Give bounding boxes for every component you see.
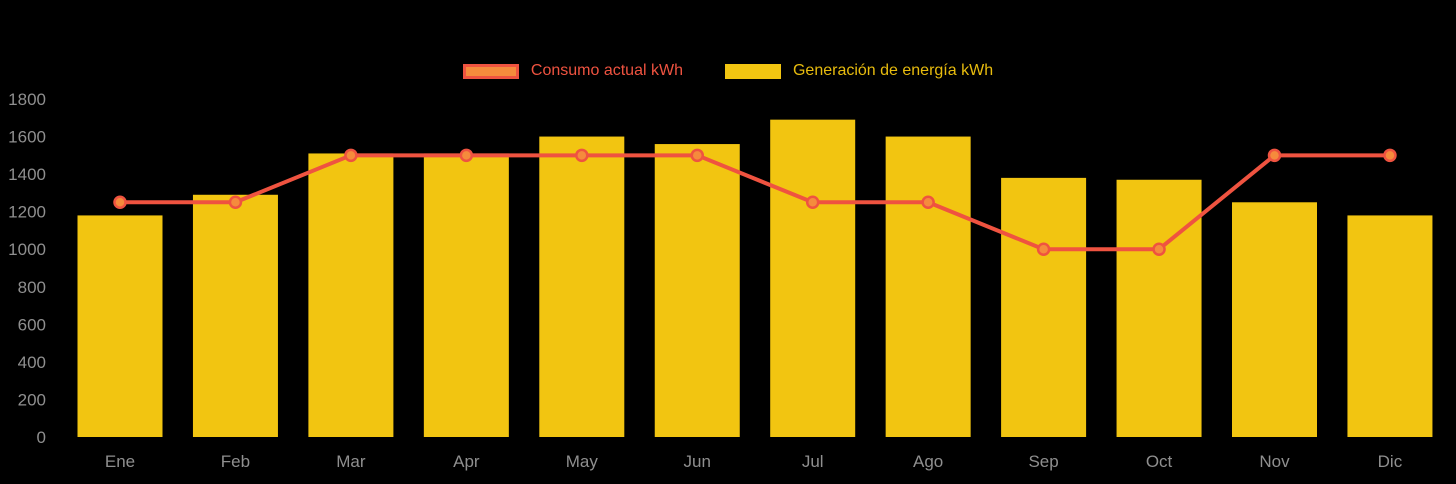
consumo-line xyxy=(118,153,1392,252)
bar-jun xyxy=(654,144,740,438)
x-axis-label-nov: Nov xyxy=(1259,452,1290,471)
x-axis-label-ene: Ene xyxy=(105,452,135,471)
y-axis-tick-label: 1000 xyxy=(8,240,46,259)
line-point-apr xyxy=(459,148,474,163)
bar-mar xyxy=(308,153,394,437)
y-axis-tick-label: 1200 xyxy=(8,203,46,222)
y-axis-tick-label: 1400 xyxy=(8,165,46,184)
line-point-feb xyxy=(228,195,243,210)
bar-apr xyxy=(423,153,509,437)
x-axis-label-feb: Feb xyxy=(221,452,250,471)
y-axis-tick-label: 0 xyxy=(37,428,46,447)
x-axis-label-apr: Apr xyxy=(453,452,480,471)
bar-ene xyxy=(77,215,163,437)
line-point-jul xyxy=(805,195,820,210)
line-point-ene xyxy=(113,195,127,210)
legend-label-generacion: Generación de energía kWh xyxy=(792,62,994,79)
bar-ago xyxy=(885,136,971,438)
legend-swatch-consumo-icon xyxy=(462,63,519,79)
y-axis-tick-label: 800 xyxy=(18,278,46,297)
line-point-ago xyxy=(921,195,935,210)
line-point-may xyxy=(575,148,589,163)
bar-sep xyxy=(1001,177,1087,437)
line-point-nov xyxy=(1267,148,1282,163)
x-axis-label-oct: Oct xyxy=(1146,452,1173,471)
x-axis-label-jun: Jun xyxy=(684,452,711,471)
x-axis-label-dic: Dic xyxy=(1378,452,1403,471)
chart-legend: Consumo actual kWh Generación de energía… xyxy=(0,62,1456,80)
line-point-sep xyxy=(1036,242,1051,256)
x-axis-label-mar: Mar xyxy=(336,452,366,471)
bar-feb xyxy=(192,194,278,437)
bar-jul xyxy=(770,119,856,438)
y-axis-tick-label: 600 xyxy=(18,315,46,334)
x-axis-label-may: May xyxy=(566,452,599,471)
x-axis-label-sep: Sep xyxy=(1028,452,1058,471)
y-axis-tick-label: 400 xyxy=(18,353,46,372)
line-point-oct xyxy=(1152,242,1166,256)
x-axis-label-ago: Ago xyxy=(913,452,943,471)
y-axis-tick-label: 1800 xyxy=(8,90,46,109)
bar-oct xyxy=(1116,179,1202,437)
legend-item-consumo-actual[interactable]: Consumo actual kWh xyxy=(462,62,683,80)
bar-may xyxy=(539,136,625,438)
x-axis-label-jul: Jul xyxy=(802,452,824,471)
legend-label-consumo: Consumo actual kWh xyxy=(530,62,683,79)
y-axis-tick-label: 1600 xyxy=(8,128,46,147)
bar-nov xyxy=(1232,202,1317,437)
legend-swatch-generacion-icon xyxy=(724,63,781,79)
line-point-mar xyxy=(344,148,358,163)
bar-dic xyxy=(1347,215,1433,437)
y-axis-tick-label: 200 xyxy=(18,390,46,409)
line-point-dic xyxy=(1383,148,1397,163)
line-point-jun xyxy=(690,148,704,163)
legend-item-generacion[interactable]: Generación de energía kWh xyxy=(724,62,994,80)
